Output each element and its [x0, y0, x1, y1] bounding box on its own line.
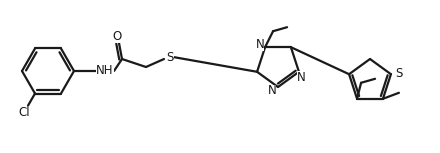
Text: N: N: [297, 71, 305, 84]
Text: N: N: [268, 84, 276, 97]
Text: N: N: [256, 38, 264, 51]
Text: NH: NH: [96, 63, 114, 76]
Text: S: S: [166, 50, 174, 63]
Text: O: O: [112, 30, 121, 43]
Text: S: S: [395, 67, 403, 80]
Text: Cl: Cl: [18, 106, 30, 119]
